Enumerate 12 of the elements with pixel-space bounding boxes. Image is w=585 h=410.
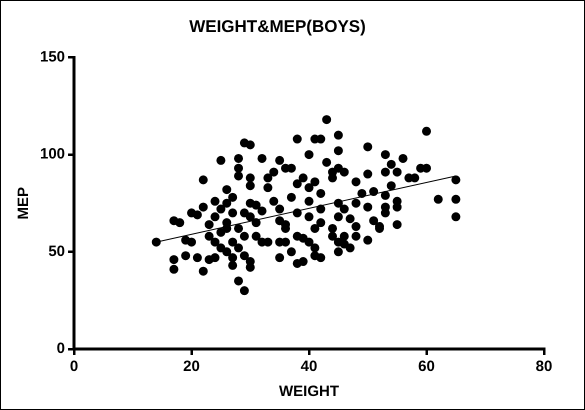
y-tick-label: 150 bbox=[40, 48, 66, 66]
y-tick-label: 100 bbox=[40, 146, 66, 163]
y-tick-label: 50 bbox=[48, 242, 66, 260]
x-tick-label: 60 bbox=[418, 358, 435, 376]
x-tick-label: 40 bbox=[300, 358, 318, 376]
x-tick-label: 80 bbox=[536, 358, 552, 376]
chart-title: WEIGHT&MEP(BOYS) bbox=[189, 16, 366, 36]
y-axis-title: MEP bbox=[15, 186, 32, 220]
x-tick-label: 0 bbox=[70, 358, 78, 376]
y-tick-label: 0 bbox=[56, 340, 66, 358]
x-tick-label: 20 bbox=[183, 358, 200, 376]
x-axis-title: WEIGHT bbox=[279, 383, 340, 400]
